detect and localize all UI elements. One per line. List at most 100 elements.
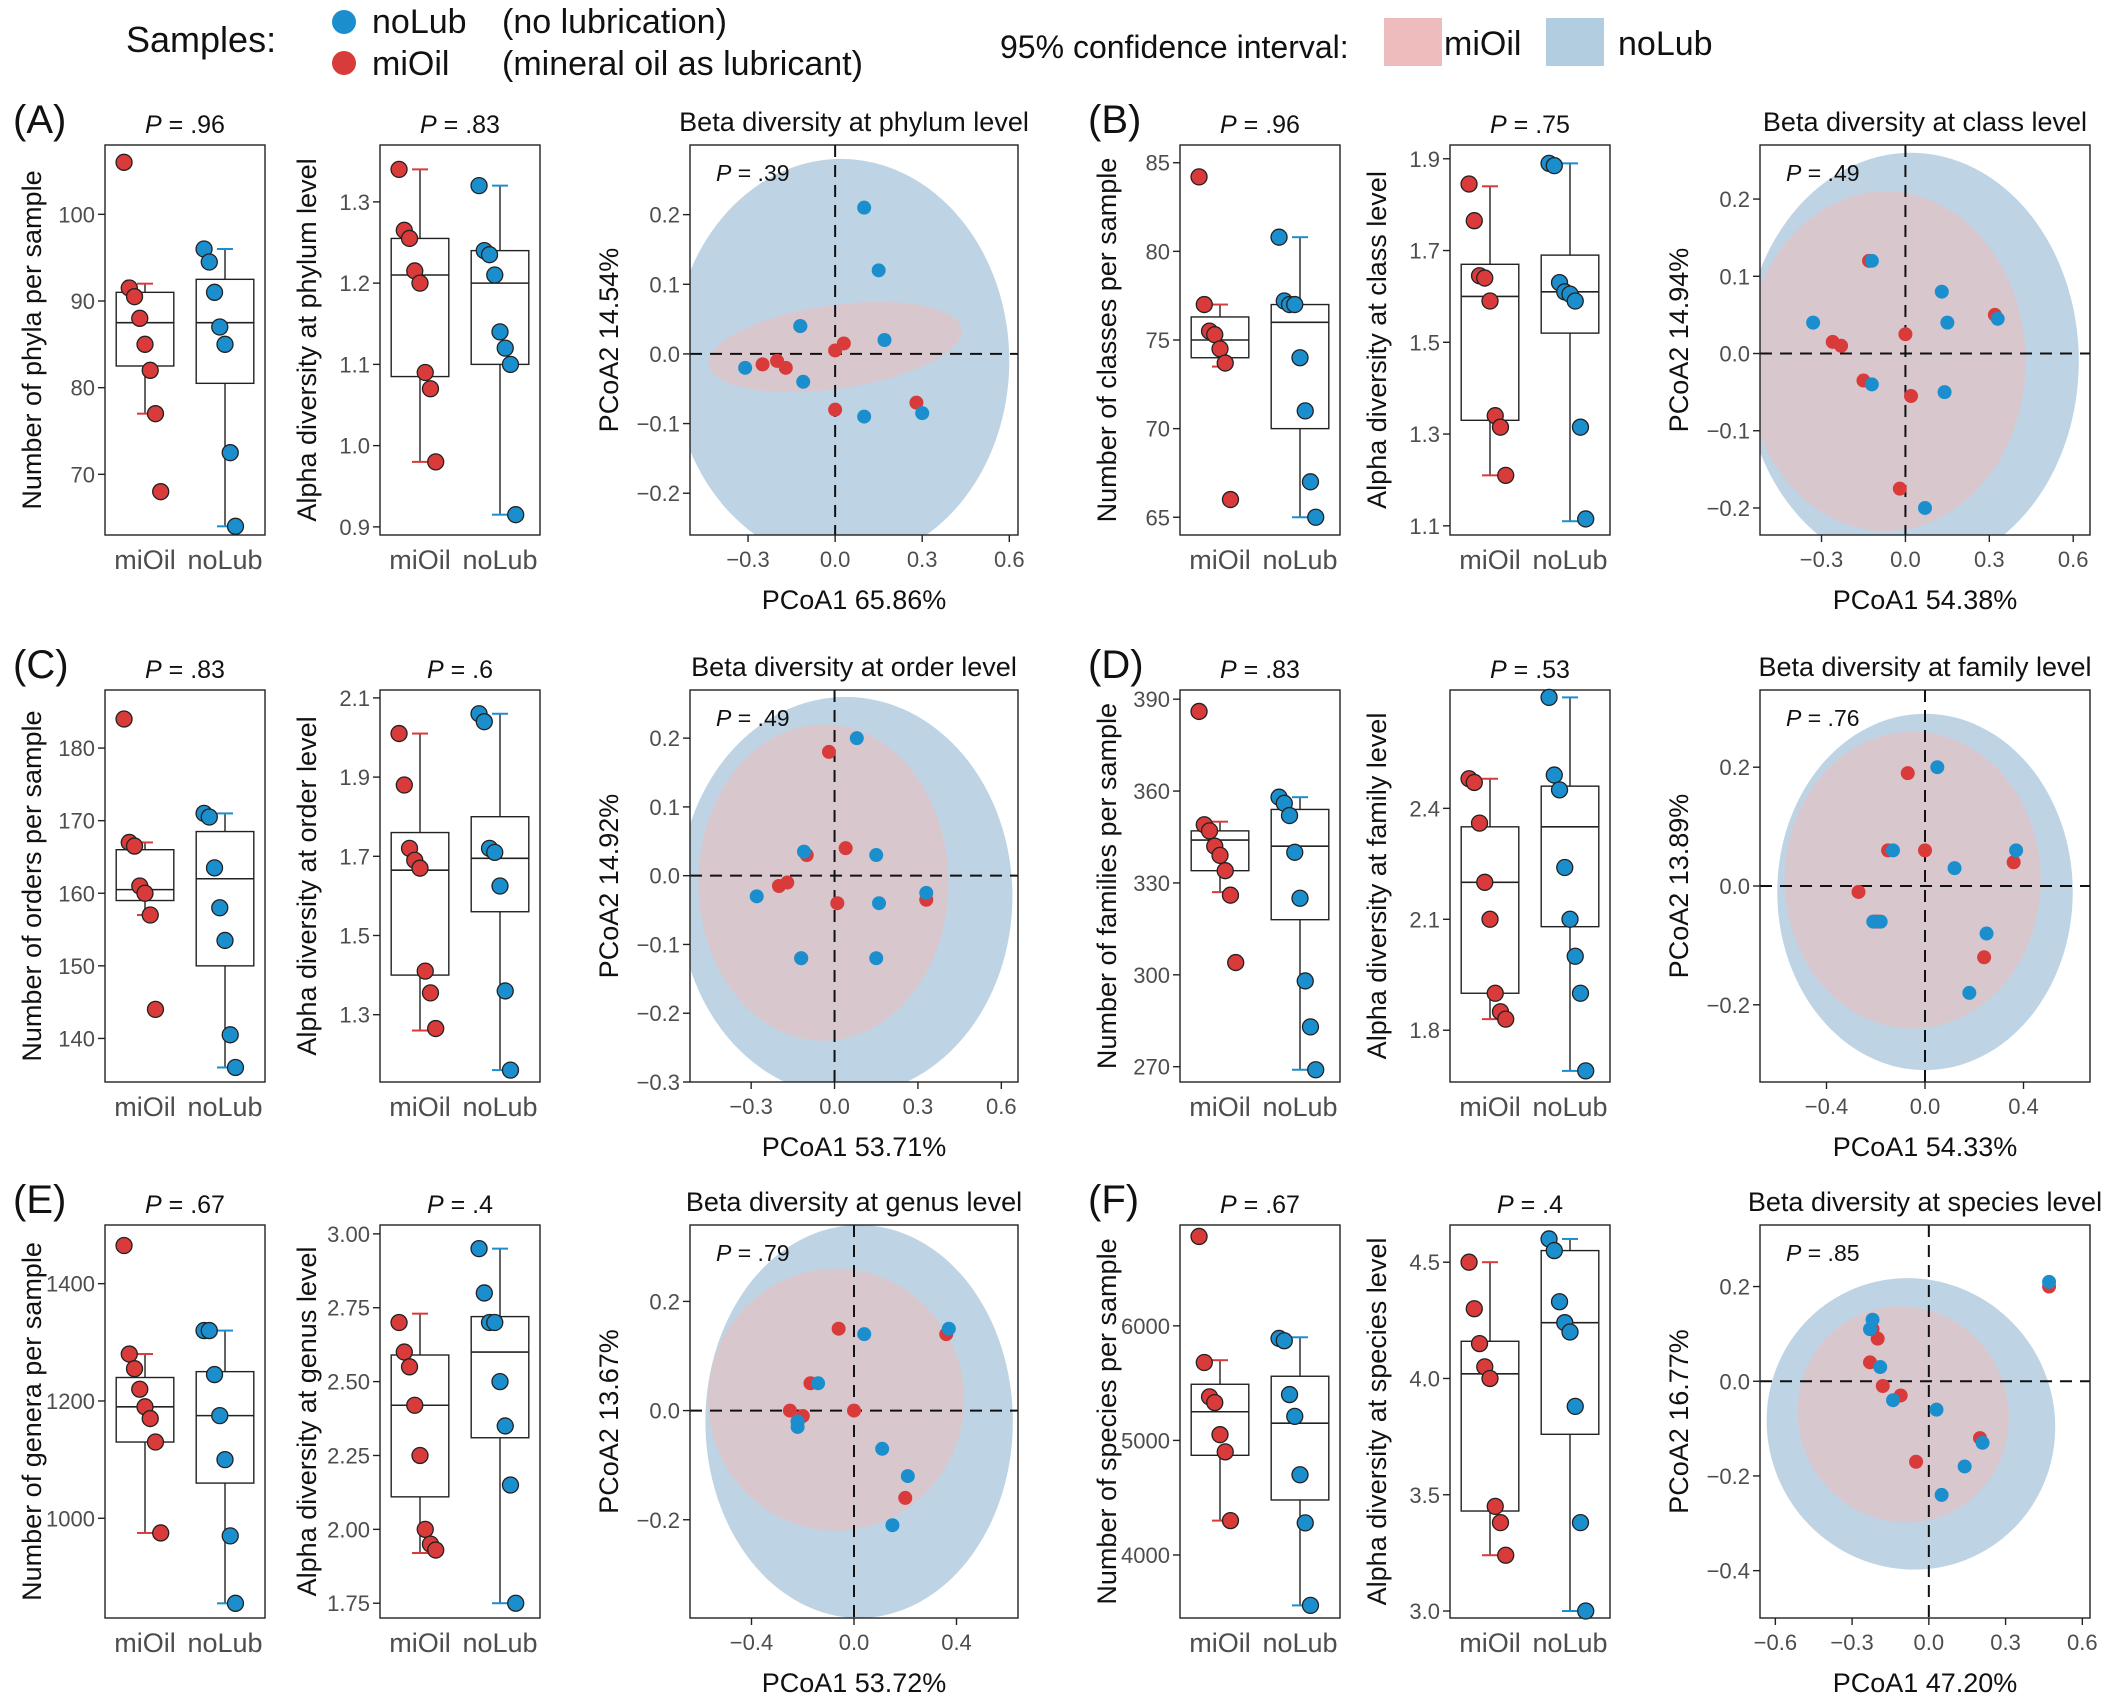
- data-point-miOil: [1206, 1393, 1224, 1412]
- x-tick-label: miOil: [114, 1092, 176, 1122]
- data-point-noLub: [1863, 1322, 1877, 1337]
- data-point-miOil: [847, 1403, 861, 1418]
- panel-12-scatter: Beta diversity at family level P = .76 −0.…: [1664, 652, 2092, 1162]
- data-point-noLub: [501, 1061, 520, 1079]
- y-axis-title: PCoA2 13.89%: [1664, 794, 1694, 979]
- data-point-miOil: [390, 1313, 408, 1332]
- data-point-noLub: [1918, 500, 1932, 515]
- panel-6-scatter: Beta diversity at class level P = .49 −0.3…: [1664, 107, 2091, 615]
- data-point-noLub: [501, 1476, 520, 1494]
- plot-area: [1760, 690, 2090, 1082]
- data-point-miOil: [1497, 1546, 1515, 1564]
- y-tick-label: 0.2: [1719, 1275, 1750, 1300]
- data-point-noLub: [1930, 760, 1945, 775]
- data-point-noLub: [941, 1321, 956, 1336]
- x-tick-label: −0.3: [729, 1094, 772, 1119]
- y-tick-label: −0.3: [637, 1070, 680, 1095]
- panel-17-box: P = .4 3.0 3.5 4.0 4.5 Alpha diversity at spe…: [1362, 1191, 1611, 1658]
- x-tick-label: 0.0: [1890, 547, 1921, 572]
- p-value-label: P = .39: [716, 160, 790, 186]
- plot-area: [690, 145, 1018, 535]
- y-tick-label: 0.1: [1719, 264, 1750, 289]
- y-tick-label: 0.9: [339, 515, 370, 540]
- x-axis-title: PCoA1 53.71%: [762, 1132, 947, 1162]
- data-point-noLub: [1962, 985, 1977, 1000]
- y-tick-label: 80: [1146, 239, 1170, 264]
- y-tick-label: 0.1: [649, 272, 680, 297]
- y-tick-label: 1.2: [339, 271, 370, 296]
- plot-frame: [1759, 144, 2091, 536]
- y-axis-title: Alpha diversity at family level: [1362, 713, 1392, 1060]
- x-tick-label: miOil: [1459, 1092, 1521, 1122]
- p-value-label: P = .4: [1497, 1191, 1563, 1219]
- y-tick-label: 2.1: [339, 686, 370, 711]
- y-tick-label: 65: [1146, 505, 1170, 530]
- data-point-miOil: [136, 884, 154, 902]
- data-point-miOil: [152, 483, 170, 501]
- y-tick-label: 5000: [1121, 1428, 1170, 1453]
- legend-ci-nolub-swatch: [1546, 18, 1604, 66]
- panel-label: (C): [13, 643, 69, 687]
- panel-7-box: (C) P = .83 140 150 160 170 180 Number of order…: [13, 643, 266, 1122]
- data-point-noLub: [1286, 1407, 1304, 1425]
- y-tick-label: 1.8: [1409, 1018, 1440, 1043]
- data-point-miOil: [427, 1541, 445, 1559]
- data-point-miOil: [125, 837, 144, 855]
- y-tick-label: 160: [58, 881, 95, 906]
- y-tick-label: 1.1: [1409, 514, 1440, 539]
- data-point-noLub: [226, 517, 245, 535]
- y-tick-label: 180: [58, 736, 95, 761]
- y-tick-label: 1.3: [339, 190, 370, 215]
- data-point-miOil: [1216, 862, 1234, 880]
- y-tick-label: 0.0: [649, 342, 680, 367]
- p-value-label: P = .49: [716, 705, 790, 731]
- data-point-noLub: [226, 1594, 245, 1612]
- legend-ci-mioil-swatch: [1384, 18, 1442, 66]
- x-tick-label: noLub: [1532, 545, 1607, 575]
- x-axis-title: PCoA1 54.38%: [1833, 585, 2018, 615]
- y-tick-label: 2.1: [1409, 907, 1440, 932]
- data-point-miOil: [1211, 1426, 1229, 1444]
- x-tick-label: noLub: [462, 1092, 537, 1122]
- data-point-noLub: [221, 1527, 239, 1545]
- data-point-miOil: [821, 744, 836, 759]
- box-noLub: [1540, 785, 1600, 928]
- y-tick-label: 4.5: [1409, 1250, 1440, 1275]
- data-point-miOil: [146, 405, 165, 423]
- x-axis-title: PCoA1 53.72%: [762, 1668, 947, 1698]
- x-tick-label: miOil: [389, 545, 451, 575]
- data-point-noLub: [200, 808, 218, 826]
- y-tick-label: −0.2: [637, 481, 680, 506]
- x-axis-title: PCoA1 47.20%: [1833, 1668, 2018, 1698]
- plot-frame: [379, 689, 541, 1083]
- data-point-noLub: [475, 713, 493, 731]
- y-tick-label: 0.0: [1719, 342, 1750, 367]
- x-tick-label: miOil: [389, 1092, 451, 1122]
- x-tick-label: noLub: [1532, 1628, 1607, 1658]
- box-miOil: [390, 1354, 450, 1498]
- y-tick-label: −0.4: [1707, 1559, 1750, 1584]
- x-tick-label: 0.6: [986, 1094, 1017, 1119]
- data-point-miOil: [1904, 388, 1919, 403]
- plot-frame: [379, 1224, 541, 1619]
- x-tick-label: miOil: [389, 1628, 451, 1658]
- data-point-miOil: [1211, 846, 1229, 865]
- y-tick-label: 75: [1146, 328, 1170, 353]
- data-point-noLub: [507, 1594, 525, 1612]
- data-point-miOil: [390, 724, 408, 743]
- data-point-miOil: [1200, 822, 1219, 840]
- data-point-miOil: [411, 274, 429, 292]
- data-point-miOil: [115, 153, 133, 171]
- box-miOil: [1460, 263, 1520, 421]
- data-point-noLub: [1873, 1360, 1888, 1375]
- x-tick-label: 0.0: [1910, 1094, 1941, 1119]
- data-point-noLub: [507, 506, 525, 524]
- data-point-miOil: [780, 875, 795, 890]
- panel-label: (E): [13, 1178, 66, 1222]
- plot-area: [1760, 145, 2090, 535]
- chart-title: Beta diversity at family level: [1758, 652, 2091, 682]
- data-point-noLub: [211, 1406, 229, 1425]
- panel-5-box: P = .75 1.1 1.3 1.5 1.7 1.9 Alpha diversity at…: [1362, 111, 1611, 575]
- y-axis-title: Alpha diversity at order level: [292, 716, 322, 1055]
